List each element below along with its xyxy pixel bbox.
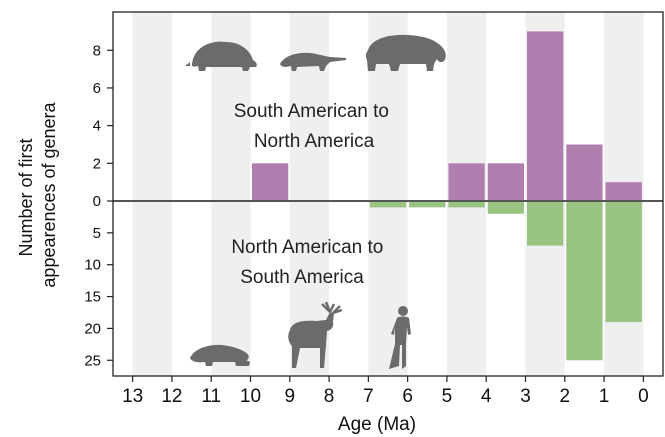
x-tick-label: 10 bbox=[240, 386, 261, 407]
annotation-south-to-north-line-1: South American to bbox=[234, 101, 389, 122]
bar-north-to-south bbox=[448, 201, 485, 208]
y-tick-label-upper: 4 bbox=[93, 118, 101, 135]
annotation-north-to-south: North American to South America bbox=[231, 237, 388, 288]
y-tick-label-lower: 10 bbox=[84, 257, 101, 274]
badger-icon bbox=[190, 344, 250, 366]
human-icon bbox=[389, 306, 411, 369]
north-to-south-bars bbox=[369, 201, 642, 361]
bar-north-to-south bbox=[527, 201, 564, 246]
y-axis-lower: 5 10 15 20 25 bbox=[84, 225, 113, 369]
bar-south-to-north bbox=[487, 163, 524, 201]
x-tick-label: 7 bbox=[363, 386, 374, 407]
y-axis-upper: 0 2 4 6 8 bbox=[93, 42, 113, 210]
y-axis-title-line-1: Number of first bbox=[16, 138, 36, 256]
plot-frame bbox=[112, 11, 664, 377]
annotation-south-to-north-line-2: North America bbox=[254, 131, 375, 152]
y-tick-label-lower: 20 bbox=[84, 320, 101, 337]
glyptodont-icon bbox=[185, 41, 257, 71]
x-tick-label: 3 bbox=[520, 386, 531, 407]
x-axis: 13 12 11 10 9 8 7 6 5 4 3 2 1 0 bbox=[122, 376, 649, 407]
bar-north-to-south bbox=[369, 201, 407, 208]
y-axis-title-line-2: appearences of genera bbox=[39, 101, 59, 287]
x-tick-label: 11 bbox=[201, 386, 221, 407]
y-tick-label-upper: 2 bbox=[93, 155, 101, 172]
x-tick-label: 1 bbox=[599, 386, 610, 407]
bar-south-to-north bbox=[605, 182, 642, 201]
anteater-icon bbox=[280, 52, 346, 71]
x-tick-label: 6 bbox=[402, 386, 413, 407]
bar-north-to-south bbox=[605, 201, 642, 323]
y-tick-label-lower: 15 bbox=[84, 289, 101, 306]
plot-area bbox=[112, 11, 664, 377]
x-tick-label: 5 bbox=[442, 386, 453, 407]
bar-north-to-south bbox=[409, 201, 446, 208]
x-tick-label: 9 bbox=[284, 386, 295, 407]
x-tick-label: 13 bbox=[122, 386, 143, 407]
x-tick-label: 12 bbox=[161, 386, 182, 407]
deer-icon bbox=[288, 301, 343, 368]
bar-south-to-north bbox=[448, 163, 485, 201]
y-axis-title: Number of first appearences of genera bbox=[16, 101, 59, 287]
bar-south-to-north bbox=[527, 31, 564, 202]
y-tick-label-upper: 6 bbox=[93, 80, 101, 97]
x-tick-label: 8 bbox=[324, 386, 335, 407]
bar-north-to-south bbox=[487, 201, 524, 214]
x-tick-label: 0 bbox=[638, 386, 649, 407]
annotation-south-to-north: South American to North America bbox=[234, 101, 395, 152]
time-band bbox=[211, 12, 251, 376]
time-band bbox=[289, 12, 330, 376]
bar-south-to-north bbox=[252, 163, 289, 201]
time-band bbox=[132, 12, 172, 376]
south-to-north-bars bbox=[252, 31, 642, 202]
y-tick-label-upper: 8 bbox=[93, 42, 101, 59]
x-tick-label: 4 bbox=[481, 386, 492, 407]
annotation-north-to-south-line-1: North American to bbox=[231, 237, 383, 258]
x-tick-label: 2 bbox=[559, 386, 570, 407]
y-tick-label-lower: 25 bbox=[84, 352, 101, 369]
bar-south-to-north bbox=[566, 144, 603, 201]
x-axis-title: Age (Ma) bbox=[338, 414, 416, 435]
annotation-north-to-south-line-2: South America bbox=[240, 267, 364, 288]
y-tick-label-upper: 0 bbox=[93, 193, 101, 210]
toxodon-icon bbox=[365, 34, 446, 71]
bar-north-to-south bbox=[566, 201, 603, 361]
y-tick-label-lower: 5 bbox=[93, 225, 101, 242]
